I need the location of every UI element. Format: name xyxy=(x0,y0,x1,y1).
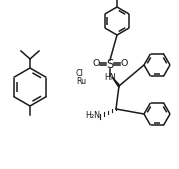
Text: Cl: Cl xyxy=(76,68,84,78)
Text: S: S xyxy=(106,57,114,70)
Polygon shape xyxy=(112,77,119,88)
Text: Ru: Ru xyxy=(76,77,86,86)
Text: H₂N: H₂N xyxy=(85,112,100,120)
Text: O: O xyxy=(120,59,128,68)
Text: HN: HN xyxy=(104,73,116,81)
Text: O: O xyxy=(92,59,100,68)
